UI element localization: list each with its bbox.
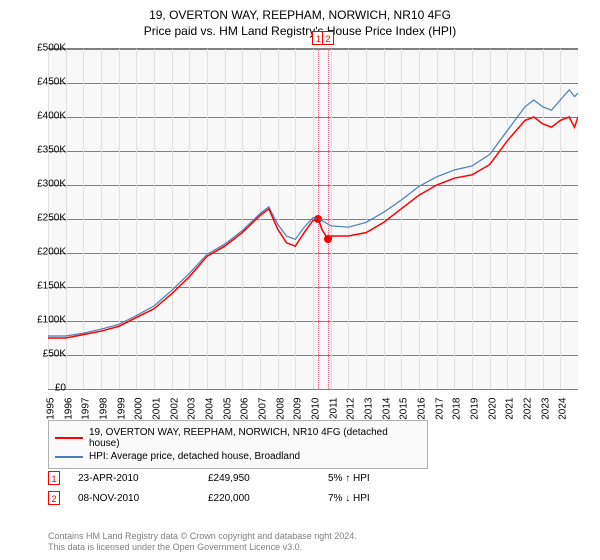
y-axis-label: £50K [26, 349, 66, 360]
y-axis-label: £500K [26, 43, 66, 54]
y-axis-label: £0 [26, 383, 66, 394]
legend-label: 19, OVERTON WAY, REEPHAM, NORWICH, NR10 … [89, 427, 421, 449]
y-axis-label: £350K [26, 145, 66, 156]
x-axis-label: 2009 [293, 398, 304, 420]
x-axis-label: 2007 [258, 398, 269, 420]
event-marker: 2 [322, 31, 334, 45]
sale-row: 2 08-NOV-2010£220,0007% ↓ HPI [48, 488, 428, 508]
x-axis-label: 1997 [81, 398, 92, 420]
y-axis-label: £150K [26, 281, 66, 292]
chart-area: 12 [48, 48, 578, 388]
sale-date: 08-NOV-2010 [78, 493, 208, 504]
legend-row: 19, OVERTON WAY, REEPHAM, NORWICH, NR10 … [55, 427, 421, 449]
sales-table: 1 23-APR-2010£249,9505% ↑ HPI 2 08-NOV-2010… [48, 468, 428, 508]
y-axis-label: £400K [26, 111, 66, 122]
x-axis-label: 2023 [540, 398, 551, 420]
grid-h [48, 389, 578, 390]
sale-marker: 2 [48, 491, 60, 505]
x-axis-label: 2013 [364, 398, 375, 420]
line-property [48, 117, 578, 338]
x-axis-label: 1998 [99, 398, 110, 420]
legend-row: HPI: Average price, detached house, Broa… [55, 451, 421, 462]
x-axis-label: 2024 [558, 398, 569, 420]
x-axis-label: 1999 [116, 398, 127, 420]
x-axis-label: 2014 [381, 398, 392, 420]
legend-swatch [55, 437, 83, 439]
page-subtitle: Price paid vs. HM Land Registry's House … [0, 24, 600, 38]
x-axis-label: 1995 [46, 398, 57, 420]
x-axis-label: 2002 [169, 398, 180, 420]
sale-marker: 1 [48, 471, 60, 485]
chart-lines [48, 49, 578, 389]
x-axis-label: 2019 [470, 398, 481, 420]
sale-hpi-diff: 5% ↑ HPI [328, 473, 428, 484]
x-axis-label: 2015 [399, 398, 410, 420]
x-axis-label: 2000 [134, 398, 145, 420]
x-axis-label: 2012 [346, 398, 357, 420]
attribution-line-2: This data is licensed under the Open Gov… [48, 542, 357, 554]
x-axis-label: 2001 [152, 398, 163, 420]
x-axis-label: 2018 [452, 398, 463, 420]
x-axis-label: 2021 [505, 398, 516, 420]
sale-row: 1 23-APR-2010£249,9505% ↑ HPI [48, 468, 428, 488]
y-axis-label: £200K [26, 247, 66, 258]
x-axis-label: 2005 [222, 398, 233, 420]
x-axis-label: 2010 [311, 398, 322, 420]
y-axis-label: £250K [26, 213, 66, 224]
legend-label: HPI: Average price, detached house, Broa… [89, 451, 300, 462]
x-axis-label: 2022 [523, 398, 534, 420]
x-axis-label: 2006 [240, 398, 251, 420]
y-axis-label: £100K [26, 315, 66, 326]
y-axis-label: £450K [26, 77, 66, 88]
x-axis-label: 2016 [417, 398, 428, 420]
sale-price: £220,000 [208, 493, 328, 504]
legend: 19, OVERTON WAY, REEPHAM, NORWICH, NR10 … [48, 420, 428, 469]
legend-swatch [55, 456, 83, 458]
x-axis-label: 2017 [434, 398, 445, 420]
line-hpi [48, 90, 578, 336]
page-title: 19, OVERTON WAY, REEPHAM, NORWICH, NR10 … [0, 8, 600, 22]
sale-price: £249,950 [208, 473, 328, 484]
sale-date: 23-APR-2010 [78, 473, 208, 484]
sale-hpi-diff: 7% ↓ HPI [328, 493, 428, 504]
x-axis-label: 1996 [63, 398, 74, 420]
x-axis-label: 2004 [205, 398, 216, 420]
x-axis-label: 2003 [187, 398, 198, 420]
y-axis-label: £300K [26, 179, 66, 190]
x-axis-label: 2020 [487, 398, 498, 420]
x-axis-label: 2011 [328, 398, 339, 420]
attribution-line-1: Contains HM Land Registry data © Crown c… [48, 531, 357, 543]
attribution: Contains HM Land Registry data © Crown c… [48, 531, 357, 554]
x-axis-label: 2008 [275, 398, 286, 420]
